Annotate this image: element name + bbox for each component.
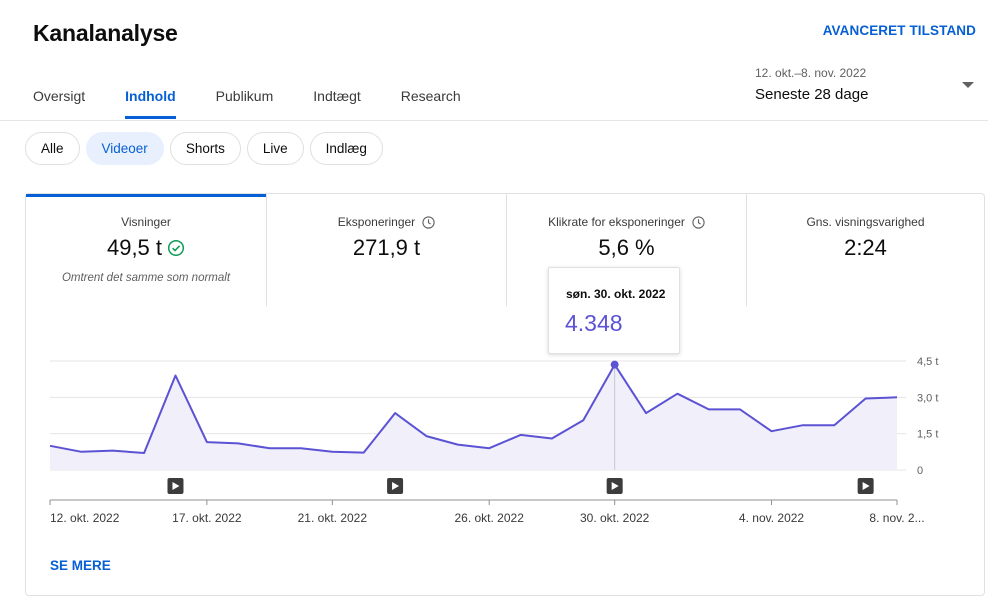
metric-klikrate[interactable]: Klikrate for eksponeringer 5,6 % — [507, 194, 746, 306]
y-tick-label: 0 — [917, 465, 923, 477]
chip-shorts[interactable]: Shorts — [169, 132, 241, 165]
tab-indhold[interactable]: Indhold — [125, 88, 176, 119]
play-icon — [611, 482, 619, 490]
x-tick-label: 4. nov. 2022 — [739, 511, 804, 525]
play-icon — [862, 482, 870, 490]
metric-divider — [266, 194, 267, 306]
see-more-button[interactable]: SE MERE — [50, 558, 111, 573]
metric-label: Visninger — [121, 215, 171, 229]
metric-visninger[interactable]: Visninger 49,5 t Omtrent det samme som n… — [26, 194, 266, 306]
chart-tooltip: søn. 30. okt. 2022 4.348 — [548, 267, 680, 354]
series-line — [49, 363, 898, 454]
x-tick-label: 8. nov. 2... — [869, 511, 924, 525]
x-tick-label: 12. okt. 2022 — [50, 511, 120, 525]
series-area — [50, 364, 897, 470]
x-tick-label: 30. okt. 2022 — [580, 511, 650, 525]
x-tick-label: 26. okt. 2022 — [454, 511, 524, 525]
metric-label: Klikrate for eksponeringer — [507, 215, 746, 229]
clock-icon — [692, 215, 705, 229]
page-title: Kanalanalyse — [33, 20, 178, 46]
play-icon — [172, 482, 180, 490]
content-filter-chips: Alle Videoer Shorts Live Indlæg — [25, 132, 389, 165]
highlight-point — [610, 360, 619, 369]
metric-label: Gns. visningsvarighed — [806, 215, 925, 229]
chip-videoer[interactable]: Videoer — [85, 132, 164, 165]
advanced-mode-button[interactable]: AVANCERET TILSTAND — [822, 23, 976, 38]
tab-research[interactable]: Research — [400, 88, 461, 104]
metric-gns-visningsvarighed[interactable]: Gns. visningsvarighed 2:24 — [747, 194, 984, 306]
y-tick-label: 4,5 t — [917, 356, 938, 368]
date-range-selector[interactable]: 12. okt.–8. nov. 2022 Seneste 28 dage — [755, 66, 980, 103]
y-tick-label: 1,5 t — [917, 429, 938, 441]
x-tick-label: 21. okt. 2022 — [298, 511, 368, 525]
y-tick-label: 3,0 t — [917, 392, 938, 404]
check-circle-icon — [167, 239, 185, 257]
chip-alle[interactable]: Alle — [25, 132, 80, 165]
header-divider — [0, 120, 988, 121]
play-icon — [392, 482, 400, 490]
metric-value: 2:24 — [844, 235, 887, 260]
metric-value: 49,5 t — [26, 235, 266, 261]
tab-indtaegt[interactable]: Indtægt — [313, 88, 361, 104]
metric-label: Eksponeringer — [267, 215, 506, 229]
metric-value: 271,9 t — [352, 235, 421, 260]
x-tick-label: 17. okt. 2022 — [172, 511, 242, 525]
metric-divider — [506, 194, 507, 306]
date-range-dates: 12. okt.–8. nov. 2022 — [755, 66, 867, 80]
tooltip-value: 4.348 — [565, 310, 623, 336]
caret-down-icon — [962, 82, 974, 88]
tab-bar: Oversigt Indhold Publikum Indtægt Resear… — [33, 88, 501, 119]
metric-note: Omtrent det samme som normalt — [61, 272, 231, 284]
chip-live[interactable]: Live — [246, 132, 304, 165]
date-range-label: Seneste 28 dage — [755, 86, 869, 103]
tooltip-date: søn. 30. okt. 2022 — [566, 287, 666, 301]
metric-eksponeringer[interactable]: Eksponeringer 271,9 t — [267, 194, 506, 306]
tab-oversigt[interactable]: Oversigt — [33, 88, 86, 104]
metric-value: 5,6 % — [598, 235, 655, 260]
clock-icon — [422, 215, 435, 229]
metric-divider — [746, 194, 747, 306]
chip-indlaeg[interactable]: Indlæg — [309, 132, 383, 165]
tab-publikum[interactable]: Publikum — [215, 88, 274, 104]
